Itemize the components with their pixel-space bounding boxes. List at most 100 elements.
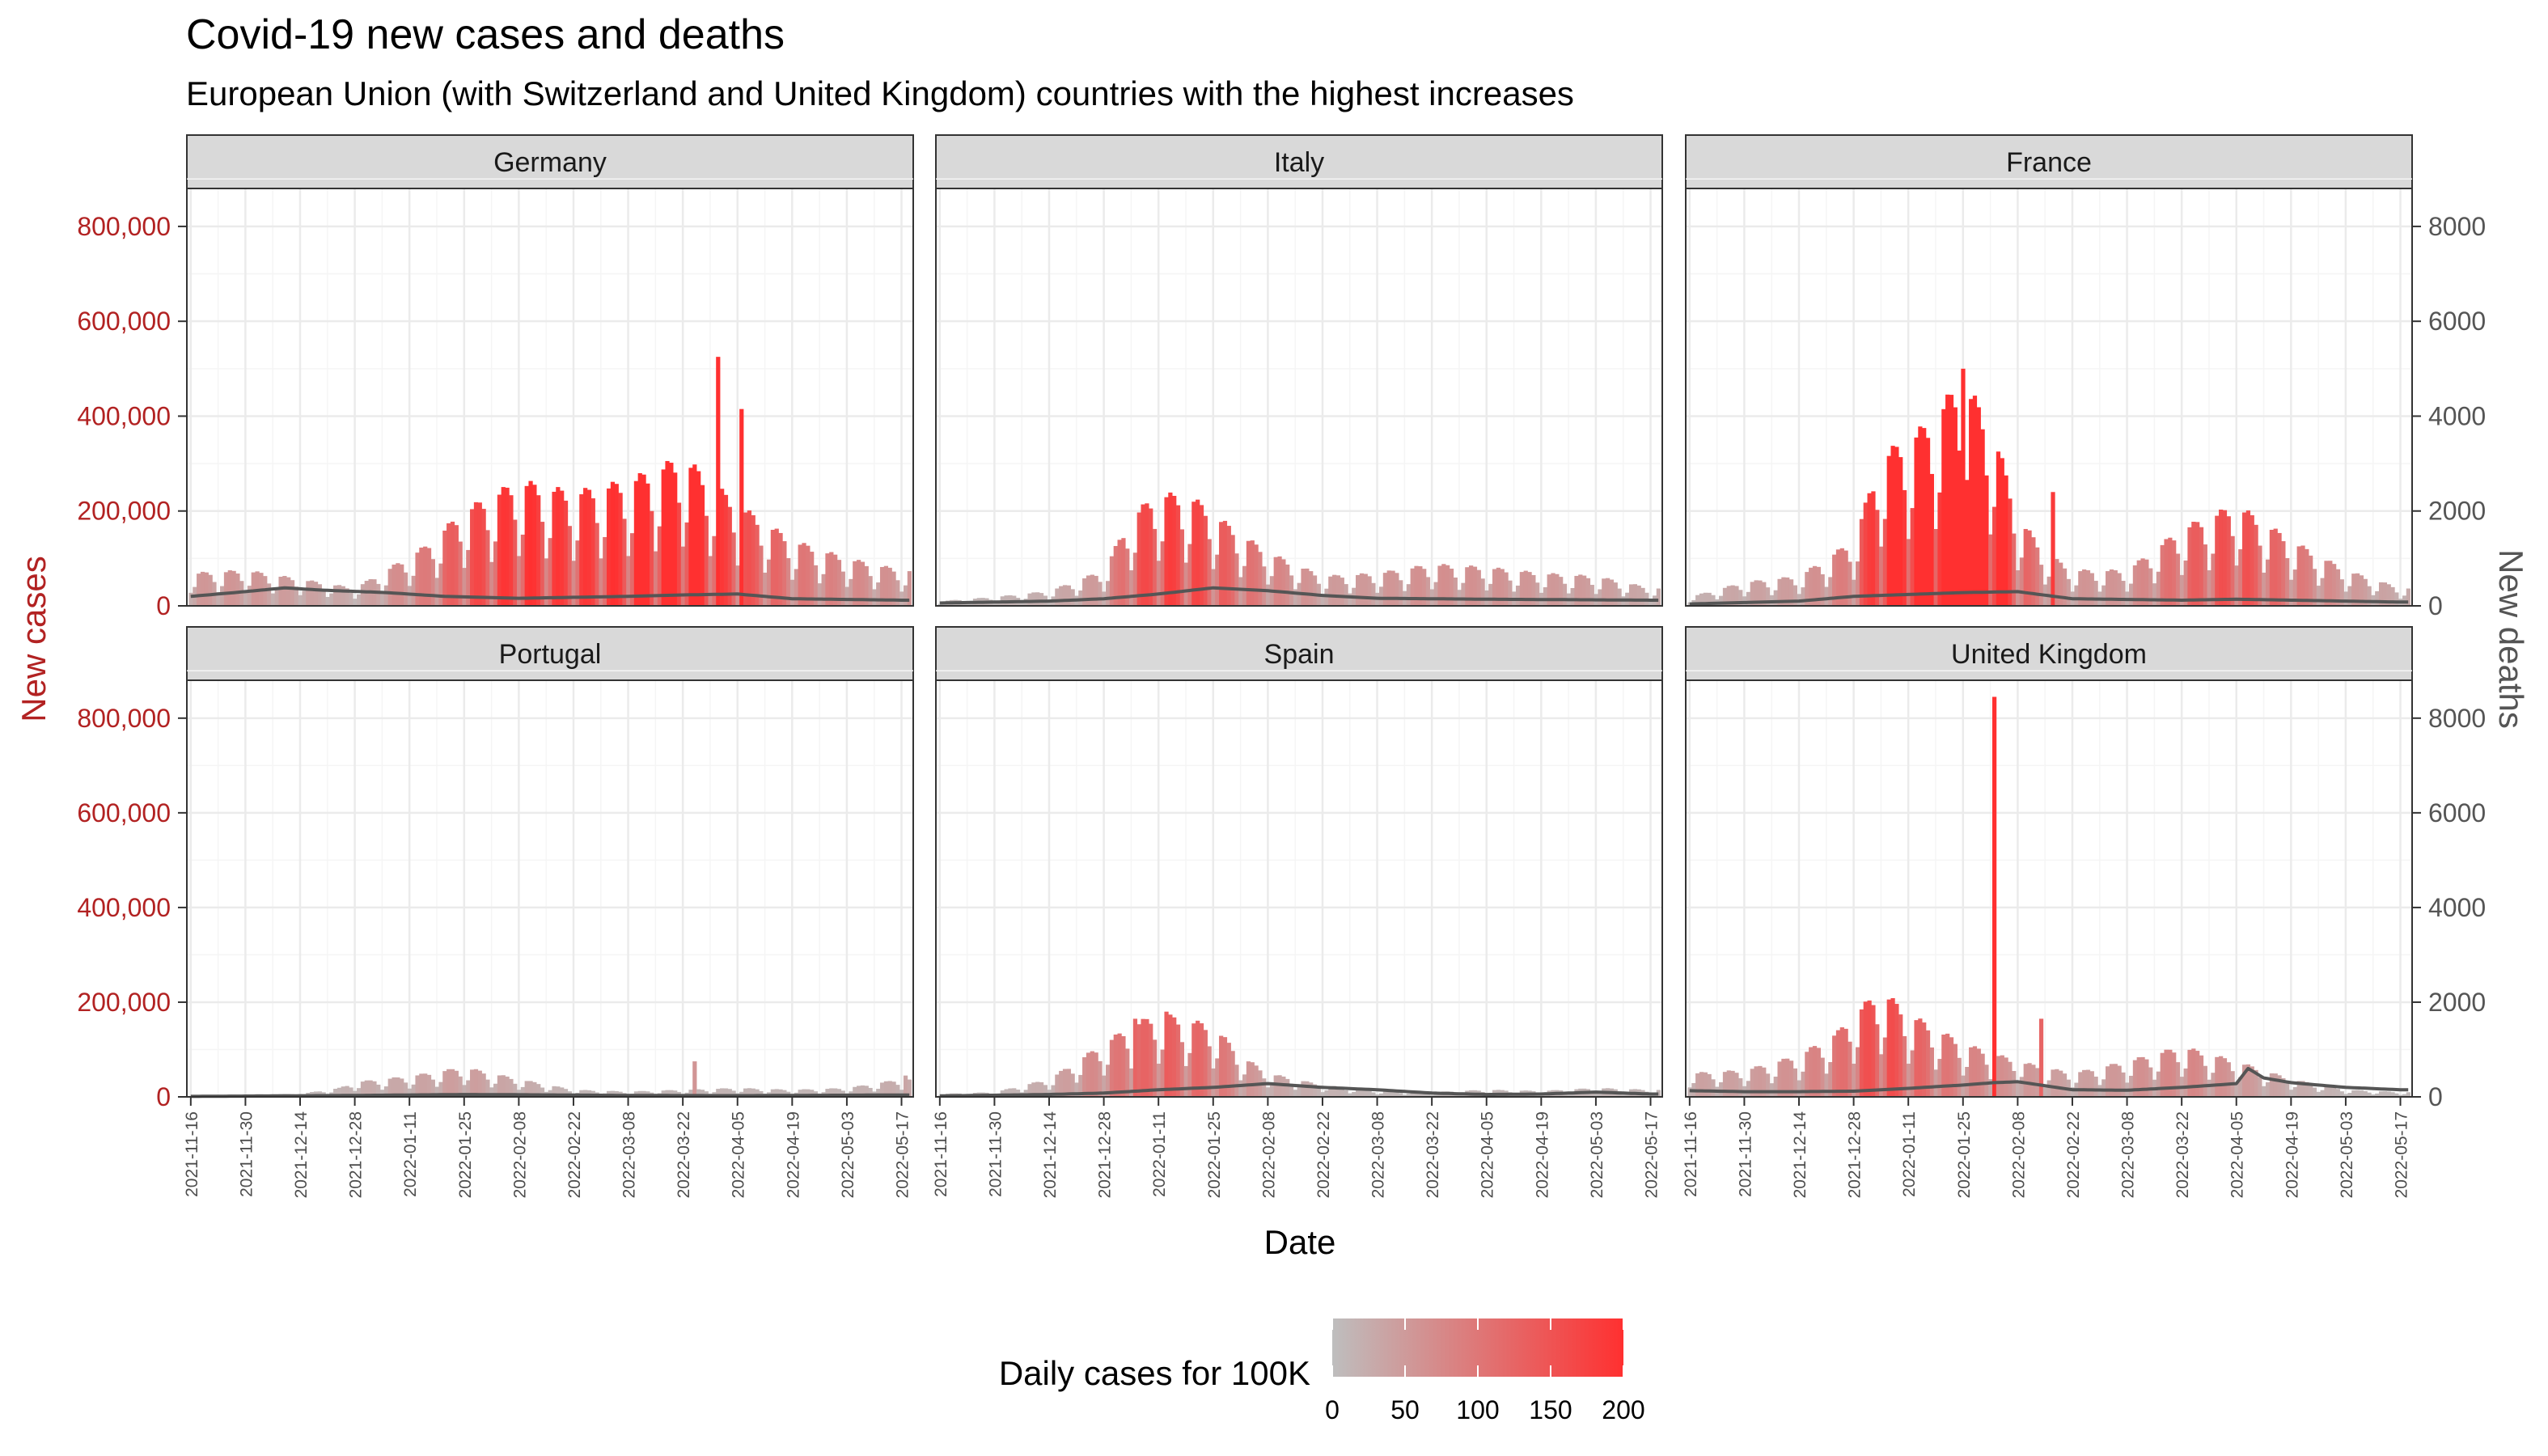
cases-bar (481, 1073, 486, 1097)
cases-bar (755, 524, 760, 606)
cases-bar (716, 357, 721, 606)
y-tick-label-right: 4000 (2428, 893, 2486, 922)
y-tick-label-left: 200,000 (77, 988, 171, 1017)
cases-bar (349, 1087, 353, 1097)
cases-bar (470, 509, 475, 606)
cases-bar (1843, 1028, 1848, 1097)
cases-bar (501, 487, 506, 606)
cases-bar (1547, 574, 1551, 606)
x-tick-label: 2022-01-11 (1900, 1111, 1919, 1197)
y-axis-label-deaths: New deaths (2492, 549, 2530, 729)
cases-bar (1882, 1037, 1888, 1097)
cases-bar (1039, 1081, 1044, 1097)
deaths-line (190, 586, 910, 602)
legend-tick-label: 100 (1456, 1395, 1499, 1424)
cases-bar (1367, 576, 1372, 606)
cases-bar (2055, 559, 2059, 606)
cases-bar (1719, 1081, 1724, 1097)
panel-border (186, 188, 914, 607)
cases-bar (556, 1086, 561, 1097)
cases-bar (1871, 491, 1876, 606)
cases-bar (2144, 1059, 2149, 1097)
cases-bar (879, 1082, 885, 1097)
cases-bar (1598, 589, 1602, 606)
cases-bar (1894, 1004, 1899, 1097)
cases-bar (1878, 546, 1884, 606)
cases-bar (1265, 584, 1271, 606)
cases-bar (556, 487, 561, 606)
cases-bar (1945, 394, 1950, 606)
cases-bar (1312, 1084, 1318, 1097)
cases-bar (688, 1090, 693, 1097)
cases-bar (1465, 567, 1470, 606)
cases-bar (1632, 584, 1638, 606)
cases-bar (1086, 1052, 1091, 1097)
cases-bar (1145, 503, 1149, 606)
cases-bar (2375, 590, 2380, 606)
cases-bar (540, 522, 545, 606)
cases-bar (1566, 1094, 1571, 1097)
cases-bar (1254, 544, 1259, 606)
cases-bar (1309, 571, 1314, 606)
cases-bar (470, 1069, 475, 1097)
cases-bar (458, 1076, 463, 1097)
cases-bar (2316, 586, 2321, 606)
cases-bar (755, 1089, 760, 1097)
cases-bar (684, 522, 689, 606)
cases-bar (1152, 1039, 1158, 1097)
cases-bar (1832, 554, 1837, 606)
cases-bar (345, 1086, 349, 1097)
y-tick-label-left: 800,000 (77, 704, 171, 733)
cases-bar (2031, 1064, 2036, 1097)
cases-bar (2226, 1062, 2231, 1097)
cases-bar (1531, 574, 1536, 606)
cases-bar (802, 543, 806, 606)
cases-bar (426, 1074, 432, 1097)
cases-bar (599, 558, 603, 606)
cases-bar (1418, 566, 1423, 606)
cases-bar (2023, 528, 2028, 606)
cases-bar (379, 592, 385, 606)
cases-bar (1988, 1079, 1993, 1097)
cases-bar (1035, 592, 1040, 606)
cases-bar (1922, 428, 1927, 606)
cases-bar (1910, 508, 1915, 606)
cases-bar (1344, 1090, 1348, 1097)
cases-bar (2305, 548, 2309, 606)
cases-bar (1277, 556, 1282, 606)
cases-bar (520, 1086, 526, 1097)
x-tick-label: 2022-02-22 (2064, 1111, 2083, 1198)
cases-bar (2347, 586, 2352, 606)
facet-strip-label: Italy (1274, 147, 1324, 178)
cases-bar (2156, 571, 2161, 606)
cases-bar (454, 1070, 459, 1097)
cases-bar (1918, 426, 1923, 606)
cases-bar (723, 494, 729, 606)
x-tick-label: 2021-12-14 (1791, 1111, 1809, 1199)
cases-bar (1175, 1024, 1181, 1097)
cases-bar (1894, 447, 1899, 606)
cases-bar (2339, 579, 2344, 606)
cases-bar (637, 472, 642, 606)
cases-bar (2250, 1066, 2254, 1097)
cases-bar (2132, 565, 2138, 606)
cases-bar (493, 541, 498, 606)
cases-bar (1461, 582, 1466, 606)
cases-bar (1281, 559, 1286, 606)
cases-bar (696, 1089, 701, 1097)
cases-bar (227, 570, 232, 606)
cases-bar (2332, 1087, 2337, 1097)
cases-bar (645, 483, 650, 606)
cases-bar (376, 1084, 381, 1097)
cases-bar (1738, 590, 1743, 606)
cases-bar (1305, 1081, 1310, 1097)
cases-bar (2296, 1081, 2301, 1097)
cases-bar (626, 556, 631, 606)
cases-bar (2128, 1075, 2134, 1097)
cases-bar (2015, 570, 2021, 606)
cases-bar (2222, 1058, 2228, 1097)
cases-bar (1640, 587, 1645, 606)
cases-bar (1941, 408, 1946, 606)
cases-bar (2375, 1093, 2380, 1097)
panel-border (1685, 188, 2413, 607)
